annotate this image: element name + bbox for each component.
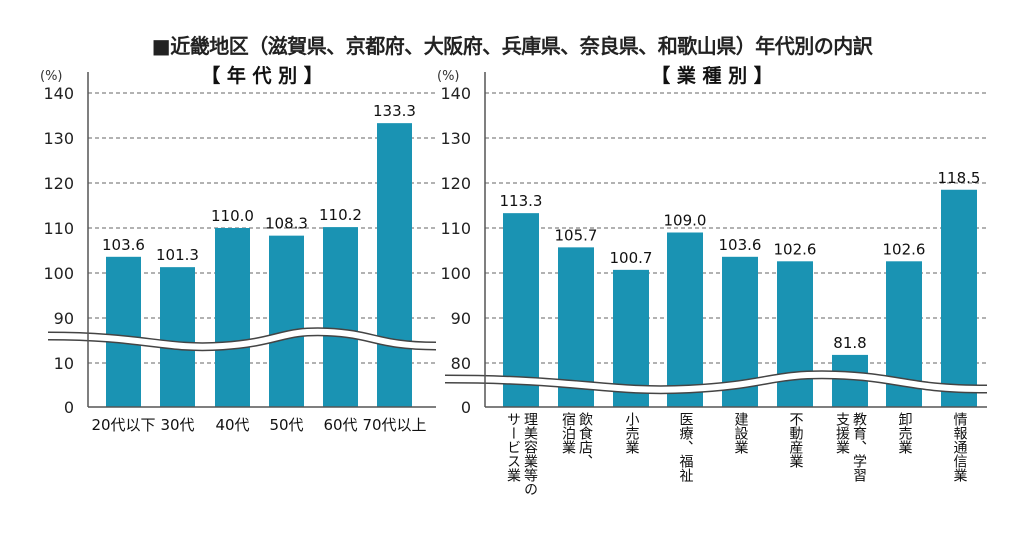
axis-break [444,371,988,393]
x-tick-label: 小売業 [623,412,640,454]
bar [160,267,195,407]
y-tick-label: 80 [451,354,471,373]
y-tick-label: 0 [64,398,74,417]
y-tick-label: 120 [440,174,471,193]
y-tick-label: 0 [461,398,471,417]
data-label: 108.3 [265,215,308,233]
x-tick-label: 理美容業等の サービス業 [505,412,538,496]
data-label: 133.3 [373,102,416,120]
data-label: 105.7 [555,226,598,244]
bar [215,228,250,407]
axis-break [47,328,437,350]
x-tick-label: 60代 [323,416,357,434]
data-label: 110.0 [211,207,254,225]
data-label: 101.3 [156,246,199,264]
x-tick-label: 70代以上 [362,416,426,434]
y-tick-label: 140 [440,84,471,103]
x-tick-label: 50代 [269,416,303,434]
data-label: 113.3 [500,192,543,210]
y-tick-label: 120 [43,174,74,193]
y-tick-label: 110 [43,219,74,238]
data-label: 100.7 [610,249,653,267]
data-label: 102.6 [883,240,926,258]
y-axis-unit: (%) [437,69,460,84]
x-tick-label: 建設業 [732,412,749,454]
x-tick-label: 30代 [160,416,194,434]
y-tick-label: 90 [54,309,74,328]
data-label: 118.5 [938,169,981,187]
y-tick-label: 90 [451,309,471,328]
data-label: 102.6 [774,240,817,258]
bar [106,256,141,407]
x-tick-label: 教育、学習 支援業 [834,412,867,482]
panel-title: 【 業 種 別 】 [651,64,772,87]
bar [377,123,412,408]
data-label: 103.6 [719,236,762,254]
bar [941,189,977,407]
y-tick-label: 110 [440,219,471,238]
y-axis-unit: (%) [40,69,63,84]
x-tick-label: 飲食店、 宿泊業 [560,412,593,468]
bar [777,261,813,407]
data-label: 81.8 [833,334,866,352]
y-tick-label: 100 [43,264,74,283]
bar [503,213,539,407]
x-tick-label: 不動産業 [787,412,804,468]
x-tick-label: 医療、福祉 [677,412,694,482]
x-tick-label: 情報通信業 [951,412,968,482]
x-tick-label: 40代 [215,416,249,434]
chart-title: ■近畿地区（滋賀県、京都府、大阪府、兵庫県、奈良県、和歌山県）年代別の内訳 [151,34,873,58]
bar [667,232,703,407]
y-tick-label: 10 [54,354,74,373]
y-tick-label: 130 [43,129,74,148]
x-tick-label: 卸売業 [896,412,913,454]
data-label: 109.0 [664,212,707,230]
y-tick-label: 130 [440,129,471,148]
x-tick-label: 20代以下 [91,416,155,434]
data-label: 103.6 [102,236,145,254]
data-label: 110.2 [319,206,362,224]
bar [323,227,358,407]
panel-title: 【 年 代 別 】 [201,64,322,87]
bar [269,235,304,407]
y-tick-label: 100 [440,264,471,283]
y-tick-label: 140 [43,84,74,103]
